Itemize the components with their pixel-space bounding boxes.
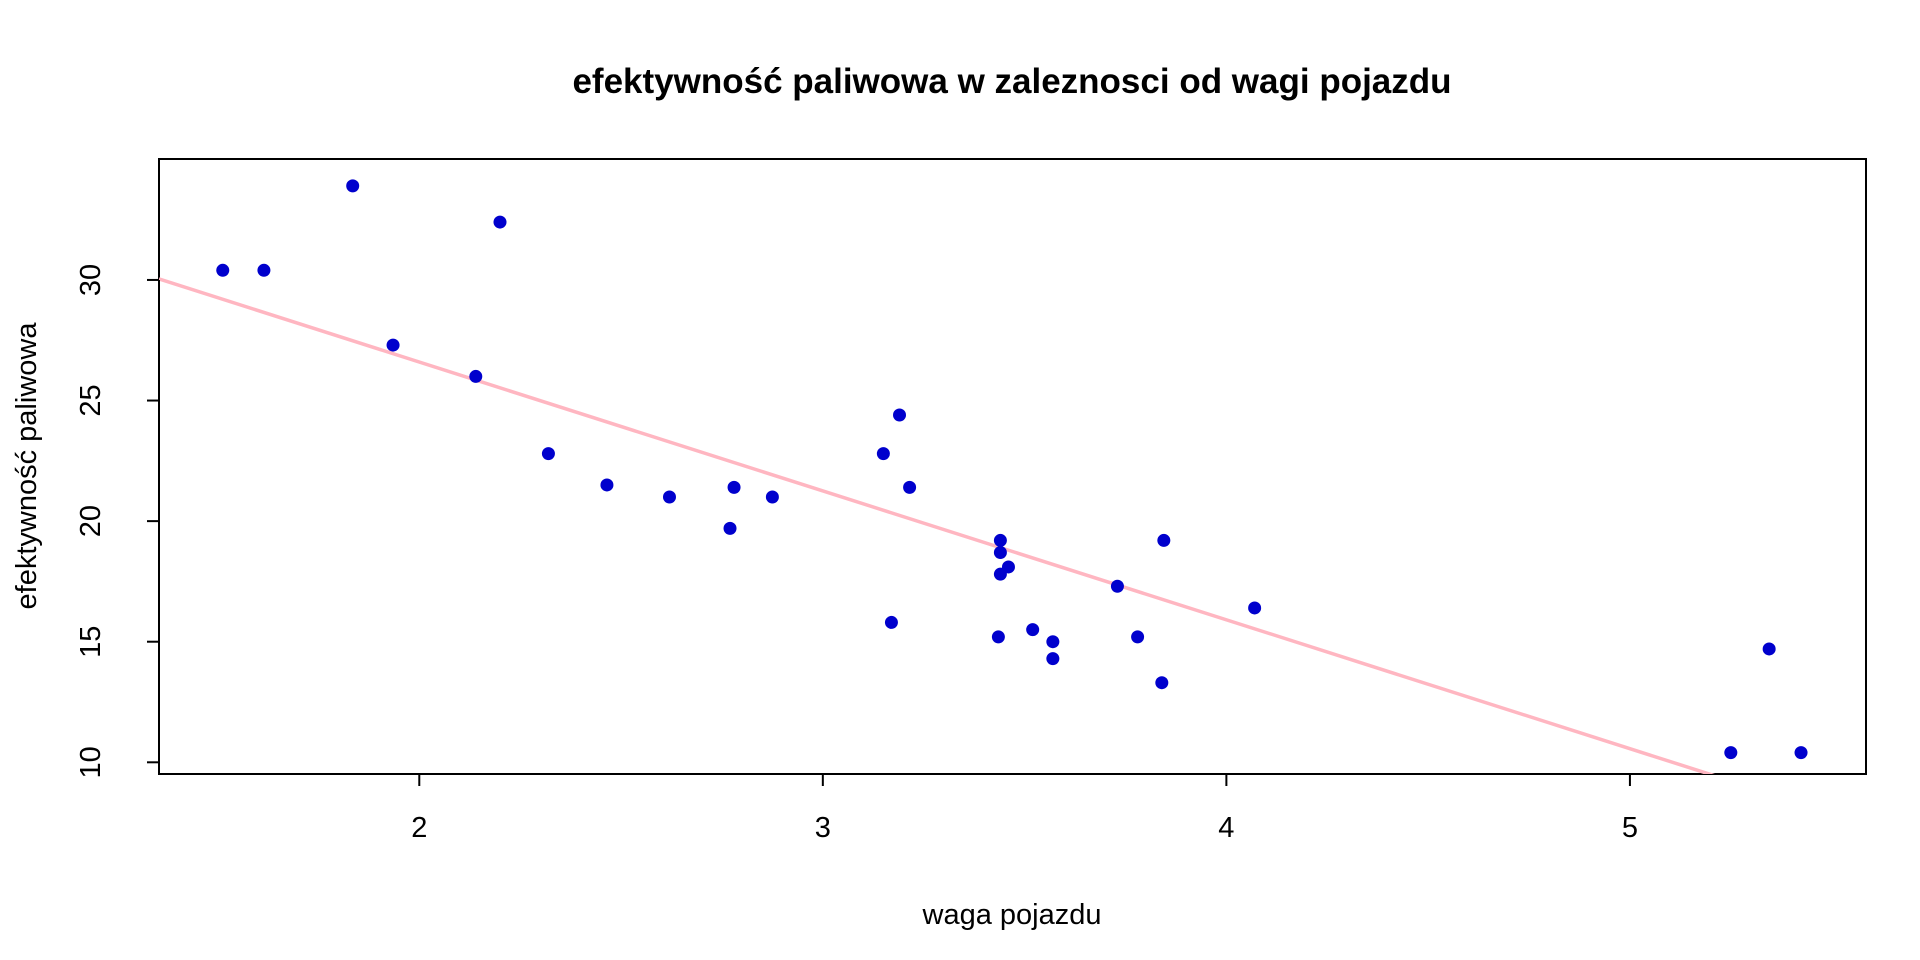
data-point [1110, 579, 1124, 593]
y-tick-label: 10 [75, 746, 107, 778]
data-point [1762, 642, 1776, 656]
data-point [876, 447, 890, 461]
y-tick-label: 15 [75, 626, 107, 658]
y-axis-label: efektywność paliwowa [11, 322, 43, 610]
data-point [993, 567, 1007, 581]
y-tick-label: 20 [75, 505, 107, 537]
data-point [469, 369, 483, 383]
data-point [991, 630, 1005, 644]
data-point [1248, 601, 1262, 615]
data-point [1046, 652, 1060, 666]
data-point [1046, 635, 1060, 649]
data-point [600, 478, 614, 492]
plot-frame [158, 158, 1867, 775]
data-point [993, 545, 1007, 559]
data-point [493, 215, 507, 229]
data-point [216, 263, 230, 277]
data-point [1155, 676, 1169, 690]
data-point [723, 521, 737, 535]
data-point [1157, 533, 1171, 547]
data-point [993, 533, 1007, 547]
data-point [257, 263, 271, 277]
y-tick-label: 25 [75, 384, 107, 416]
data-point [1026, 623, 1040, 637]
data-point [765, 490, 779, 504]
data-point [1131, 630, 1145, 644]
data-point [541, 447, 555, 461]
x-tick-label: 3 [815, 812, 831, 844]
x-tick-label: 5 [1622, 812, 1638, 844]
x-tick-label: 2 [411, 812, 427, 844]
regression-line [159, 277, 1715, 774]
y-axis: 10 15 20 25 30 [75, 264, 160, 778]
x-axis: 2 3 4 5 [411, 773, 1638, 844]
x-axis-label: waga pojazdu [922, 899, 1102, 931]
data-point [727, 480, 741, 494]
data-point [903, 480, 917, 494]
chart-title: efektywność paliwowa w zaleznosci od wag… [572, 62, 1451, 101]
data-point [1724, 746, 1738, 760]
data-point [893, 408, 907, 422]
data-point [386, 338, 400, 352]
data-point [884, 615, 898, 629]
data-point [1794, 746, 1808, 760]
y-tick-label: 30 [75, 264, 107, 296]
data-point [662, 490, 676, 504]
x-tick-label: 4 [1218, 812, 1234, 844]
data-point [346, 179, 360, 193]
